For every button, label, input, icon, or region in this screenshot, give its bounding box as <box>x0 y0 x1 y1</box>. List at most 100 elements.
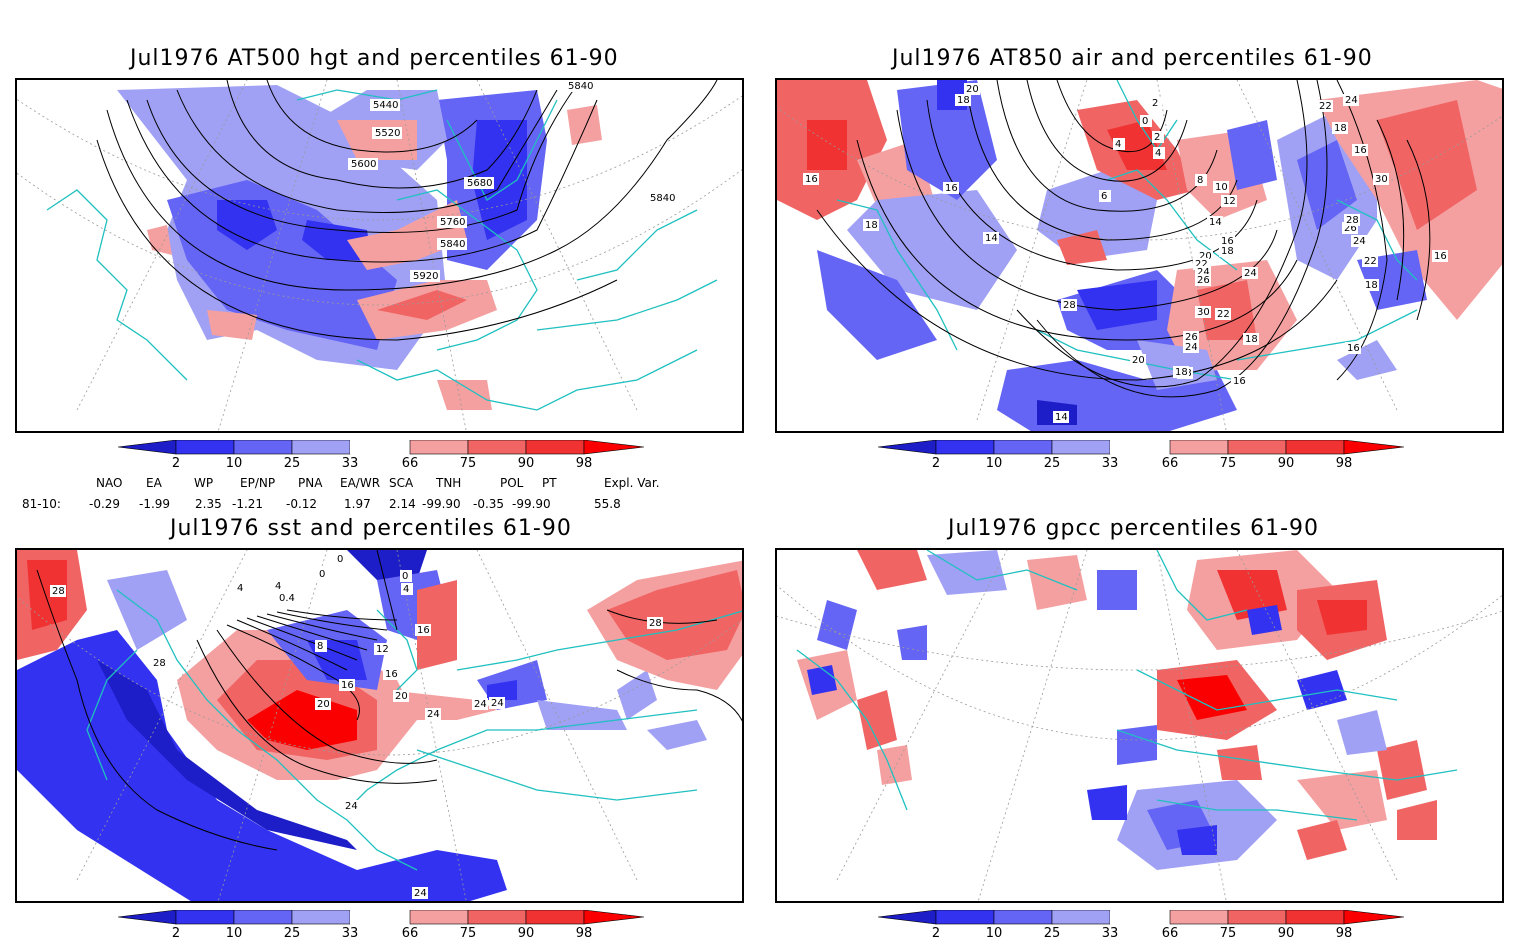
contour-labels: 28 0 0 0 4 4 0.4 4 8 12 16 16 16 20 24 2… <box>50 553 663 899</box>
svg-text:4: 4 <box>403 584 409 595</box>
colorbar-label: 75 <box>459 456 477 471</box>
map-sst-svg: 28 0 0 0 4 4 0.4 4 8 12 16 16 16 20 24 2… <box>17 550 742 901</box>
svg-text:16: 16 <box>1434 251 1447 262</box>
svg-text:28: 28 <box>1346 215 1359 226</box>
colorbar-label: 98 <box>1335 926 1353 941</box>
coastlines <box>46 89 718 411</box>
index-value-pol: -0.35 <box>473 497 505 511</box>
lat-lon-grid <box>17 550 742 901</box>
colorbar-label: 25 <box>283 926 301 941</box>
svg-text:18: 18 <box>1334 123 1347 134</box>
svg-text:5760: 5760 <box>440 217 465 228</box>
colorbar-label: 10 <box>225 456 243 471</box>
index-value-nao: -0.29 <box>89 497 121 511</box>
colorbar-label: 75 <box>1219 926 1237 941</box>
colorbar-label: 75 <box>1219 456 1237 471</box>
colorbar-label: 90 <box>517 926 535 941</box>
lat-lon-grid <box>17 80 742 431</box>
colorbar-label: 10 <box>225 926 243 941</box>
svg-text:0.4: 0.4 <box>279 593 295 604</box>
colorbar-label: 90 <box>517 456 535 471</box>
svg-text:0: 0 <box>337 554 343 565</box>
svg-text:5920: 5920 <box>413 271 438 282</box>
svg-text:22: 22 <box>1364 256 1377 267</box>
map-panel-hgt500: 5440 5520 5600 5680 5760 5840 5840 5840 … <box>15 78 744 433</box>
svg-text:24: 24 <box>1197 267 1210 278</box>
coastlines <box>86 589 742 871</box>
percentile-shading <box>17 550 742 901</box>
svg-text:28: 28 <box>649 618 662 629</box>
index-header-pol: POL <box>500 476 524 490</box>
svg-text:26: 26 <box>1197 275 1210 286</box>
svg-text:14: 14 <box>1055 412 1068 423</box>
svg-text:28: 28 <box>153 658 166 669</box>
svg-text:5840: 5840 <box>650 193 675 204</box>
index-header-pt: PT <box>542 476 557 490</box>
svg-text:12: 12 <box>1223 196 1236 207</box>
colorbar-label: 90 <box>1277 456 1295 471</box>
svg-text:0: 0 <box>319 569 325 580</box>
svg-text:16: 16 <box>341 680 354 691</box>
index-value-ea: -1.99 <box>139 497 171 511</box>
colorbar-swatches <box>117 439 645 455</box>
index-header-sca: SCA <box>389 476 414 490</box>
svg-text:24: 24 <box>427 709 440 720</box>
colorbar-label: 25 <box>1043 926 1061 941</box>
svg-text:20: 20 <box>966 84 979 95</box>
svg-text:5520: 5520 <box>375 128 400 139</box>
svg-text:24: 24 <box>1185 342 1198 353</box>
svg-text:5840: 5840 <box>440 239 465 250</box>
colorbar-swatches <box>877 909 1405 925</box>
sst-contours <box>36 550 742 851</box>
svg-text:18: 18 <box>1175 367 1188 378</box>
index-value-explvar: 55.8 <box>594 497 621 511</box>
svg-text:22: 22 <box>1195 259 1208 270</box>
colorbar-label: 33 <box>1101 926 1119 941</box>
colorbar-label: 10 <box>985 926 1003 941</box>
svg-text:28: 28 <box>52 586 65 597</box>
svg-text:4: 4 <box>1155 148 1161 159</box>
colorbar-label: 33 <box>341 926 359 941</box>
svg-text:16: 16 <box>385 669 398 680</box>
colorbar-label: 10 <box>985 456 1003 471</box>
svg-text:24: 24 <box>491 698 504 709</box>
colorbar-swatches <box>117 909 645 925</box>
colorbar-label: 2 <box>931 456 941 471</box>
map-panel-sst: 28 0 0 0 4 4 0.4 4 8 12 16 16 16 20 24 2… <box>15 548 744 903</box>
index-value-epnp: -1.21 <box>232 497 264 511</box>
svg-text:0: 0 <box>402 571 408 582</box>
svg-text:26: 26 <box>1185 332 1198 343</box>
svg-text:20: 20 <box>1132 355 1145 366</box>
map-hgt500-svg: 5440 5520 5600 5680 5760 5840 5840 5840 … <box>17 80 742 431</box>
svg-text:16: 16 <box>417 625 430 636</box>
colorbar-label: 66 <box>1161 926 1179 941</box>
map-air850-svg: 20 18 16 16 18 2 0 2 4 4 6 8 10 12 14 14… <box>777 80 1502 431</box>
hgt-contours <box>96 80 718 341</box>
map-panel-air850: 20 18 16 16 18 2 0 2 4 4 6 8 10 12 14 14… <box>775 78 1504 433</box>
index-value-sca: 2.14 <box>389 497 416 511</box>
percentile-shading <box>797 550 1437 870</box>
index-value-eawr: 1.97 <box>344 497 371 511</box>
svg-text:5440: 5440 <box>373 100 398 111</box>
colorbar-gpcc: 2 10 25 33 66 75 90 98 <box>877 909 1405 941</box>
contour-labels: 5440 5520 5600 5680 5760 5840 5840 5840 … <box>348 80 677 282</box>
svg-text:16: 16 <box>1354 145 1367 156</box>
colorbar-label: 75 <box>459 926 477 941</box>
svg-text:14: 14 <box>985 233 998 244</box>
colorbar-swatches <box>877 439 1405 455</box>
index-value-pna: -0.12 <box>286 497 318 511</box>
colorbar-label: 25 <box>1043 456 1061 471</box>
svg-text:30: 30 <box>1375 174 1388 185</box>
percentile-shading <box>117 85 602 410</box>
svg-text:24: 24 <box>414 888 427 899</box>
panel-title-hgt500: Jul1976 AT500 hgt and percentiles 61-90 <box>130 46 619 71</box>
colorbar-sst: 2 10 25 33 66 75 90 98 <box>117 909 645 941</box>
svg-text:8: 8 <box>317 641 323 652</box>
svg-text:26: 26 <box>1344 223 1357 234</box>
index-header-epnp: EP/NP <box>240 476 276 490</box>
index-header-explvar: Expl. Var. <box>604 476 660 490</box>
index-header-wp: WP <box>194 476 214 490</box>
colorbar-label: 2 <box>171 456 181 471</box>
panel-title-air850: Jul1976 AT850 air and percentiles 61-90 <box>892 46 1373 71</box>
colorbar-label: 66 <box>1161 456 1179 471</box>
